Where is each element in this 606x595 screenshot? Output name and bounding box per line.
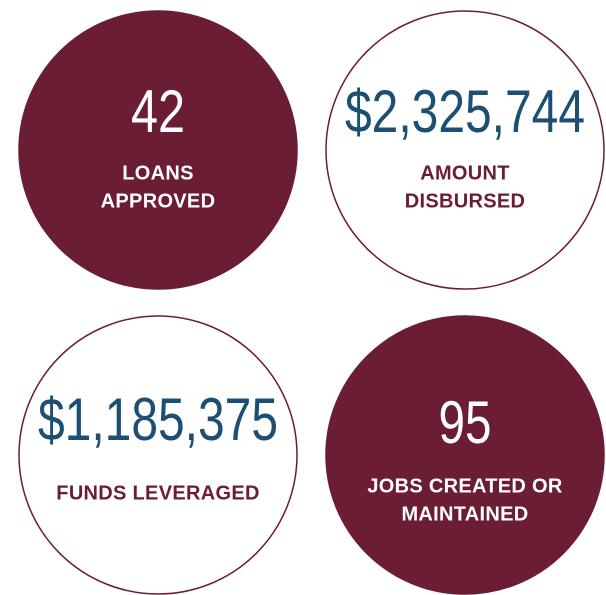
- stat-value: 95: [439, 389, 492, 456]
- stat-label: JOBS CREATED OR: [367, 475, 563, 497]
- stat-value: $2,325,744: [345, 78, 585, 145]
- stat-label: MAINTAINED: [401, 503, 528, 525]
- stat-circle: [325, 10, 605, 290]
- stat-label: APPROVED: [101, 190, 216, 212]
- stat-label: FUNDS LEVERAGED: [56, 482, 259, 504]
- stat-circle: [325, 315, 605, 595]
- stat-label: DISBURSED: [405, 190, 526, 212]
- stat-value: 42: [131, 78, 185, 145]
- stat-circle: [18, 315, 298, 595]
- stat-value: $1,185,375: [38, 386, 278, 453]
- stat-circle: [18, 10, 298, 290]
- stat-label: AMOUNT: [420, 162, 510, 184]
- stat-label: LOANS: [122, 162, 194, 184]
